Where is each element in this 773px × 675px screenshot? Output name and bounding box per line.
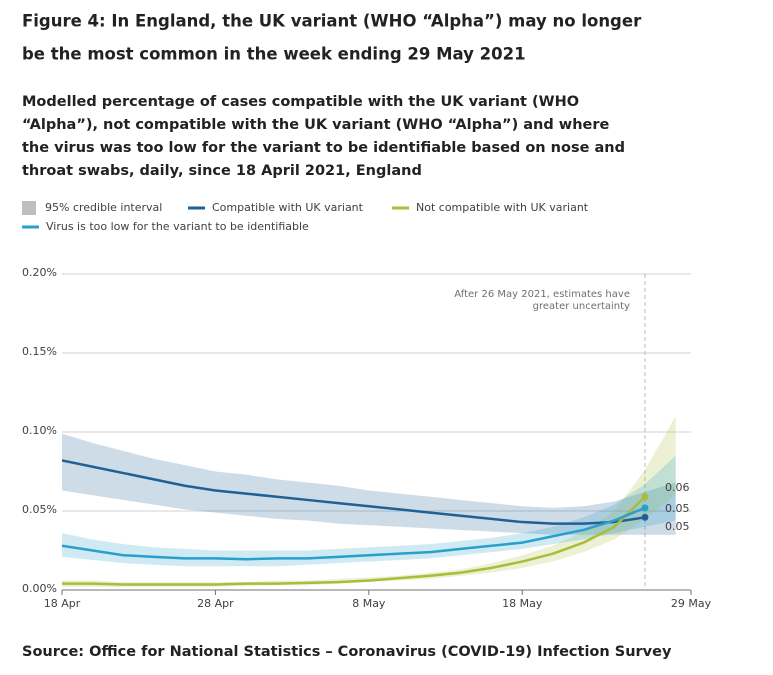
series-line	[62, 495, 646, 586]
y-tick-label: 0.00%	[22, 582, 57, 595]
legend-swatch	[22, 201, 36, 215]
credible-interval	[62, 433, 676, 535]
y-tick-label: 0.10%	[22, 424, 57, 437]
end-point	[641, 493, 649, 501]
y-tick-label: 0.20%	[22, 266, 57, 279]
x-tick-label: 8 May	[352, 597, 386, 610]
subtitle: “Alpha”), not compatible with the UK var…	[22, 117, 610, 133]
y-tick-label: 0.05%	[22, 503, 57, 516]
series-line	[61, 459, 646, 525]
legend-label: Virus is too low for the variant to be i…	[46, 220, 309, 233]
y-tick-label: 0.15%	[22, 345, 57, 358]
source: Source: Office for National Statistics –…	[22, 644, 672, 660]
value-label: 0.06	[665, 481, 690, 494]
legend-label: 95% credible interval	[45, 201, 162, 214]
end-point	[641, 504, 649, 512]
credible-interval	[62, 455, 676, 567]
annotation: greater uncertainty	[533, 301, 630, 312]
series-line	[61, 506, 646, 561]
subtitle: throat swabs, daily, since 18 April 2021…	[22, 163, 422, 179]
x-tick-label: 18 Apr	[44, 597, 81, 610]
end-point	[641, 513, 649, 521]
x-tick-label: 29 May	[671, 597, 712, 610]
value-label: 0.05	[665, 520, 690, 533]
x-tick-label: 18 May	[502, 597, 543, 610]
value-label: 0.05	[665, 502, 690, 515]
legend-label: Not compatible with UK variant	[416, 201, 589, 214]
x-tick-label: 28 Apr	[197, 597, 234, 610]
subtitle: Modelled percentage of cases compatible …	[22, 94, 579, 110]
chart-title: Figure 4: In England, the UK variant (WH…	[22, 12, 642, 31]
annotation: After 26 May 2021, estimates have	[454, 289, 630, 300]
subtitle: the virus was too low for the variant to…	[22, 140, 625, 156]
legend-label: Compatible with UK variant	[212, 201, 364, 214]
chart-title: be the most common in the week ending 29…	[22, 45, 526, 64]
